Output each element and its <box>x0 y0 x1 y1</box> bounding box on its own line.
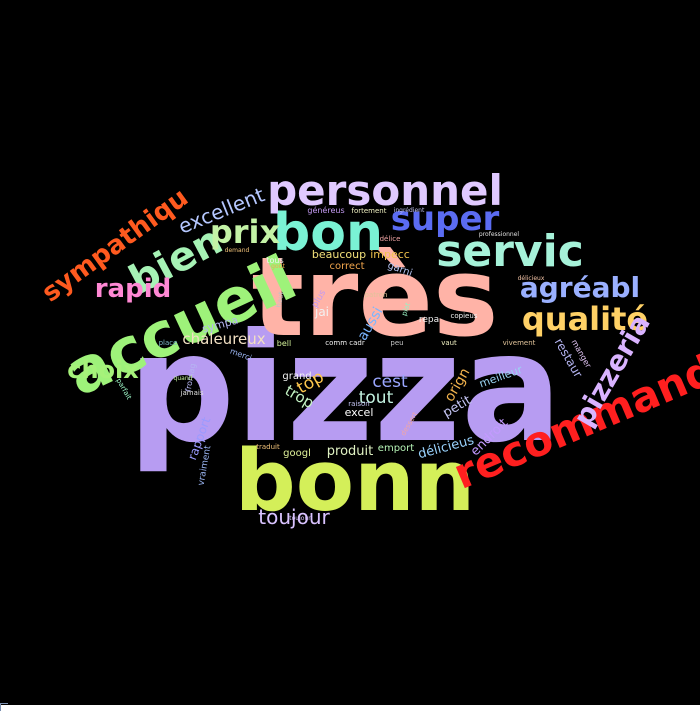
word-56: fortement <box>352 207 387 215</box>
word-38: grand <box>282 371 311 382</box>
word-64: comm cadr <box>325 339 365 347</box>
word-0: pizza <box>128 302 563 476</box>
word-37: emport <box>378 443 414 454</box>
word-45: repa <box>419 315 439 325</box>
word-68: ingrédient <box>394 207 425 214</box>
word-34: jai <box>314 305 329 319</box>
word-60: vaut <box>441 339 457 347</box>
word-1: très <box>252 233 499 361</box>
word-4: bon <box>273 203 383 263</box>
word-15: rapid <box>95 274 172 304</box>
word-19: cest <box>372 372 408 392</box>
word-47: toujour <box>289 515 311 522</box>
word-70: demand <box>225 247 250 254</box>
word-9: super <box>391 199 500 239</box>
word-54: copieus <box>451 312 478 320</box>
word-62: traduit <box>256 443 280 451</box>
word-72: quand <box>174 375 193 382</box>
word-53: vivement <box>503 339 536 347</box>
word-35: beaucoup <box>312 248 366 261</box>
word-18: toujour <box>258 505 330 529</box>
word-2: bonn <box>235 432 475 531</box>
word-52: place <box>159 339 178 347</box>
word-46: bell <box>277 339 291 348</box>
word-22: chaleureux <box>182 330 265 348</box>
word-40: correct <box>329 261 364 272</box>
word-73: jamais <box>180 389 204 397</box>
word-58: patron <box>365 291 388 299</box>
word-44: tous <box>266 256 283 265</box>
word-67: délice <box>380 235 401 243</box>
word-14: agréabl <box>520 271 640 304</box>
word-63: raison <box>348 400 369 408</box>
word-10: qualité <box>522 300 648 338</box>
word-65: peu <box>390 339 403 347</box>
word-12: prix <box>210 213 281 251</box>
corner-mark <box>0 703 8 711</box>
word-24: produit <box>327 444 373 459</box>
word-69: professionnel <box>479 231 520 238</box>
word-74: délicieux <box>518 275 545 282</box>
word-33: excel <box>345 406 374 419</box>
word-66: goût <box>271 263 285 270</box>
word-21: tout <box>359 388 394 408</box>
word-5: personnel <box>267 166 503 215</box>
word-6: servic <box>436 226 584 277</box>
word-17: choix <box>67 356 139 384</box>
word-41: impecc <box>370 248 410 261</box>
word-55: généreus <box>307 205 344 215</box>
word-36: googl <box>283 448 311 459</box>
word-57: haut <box>275 291 286 308</box>
